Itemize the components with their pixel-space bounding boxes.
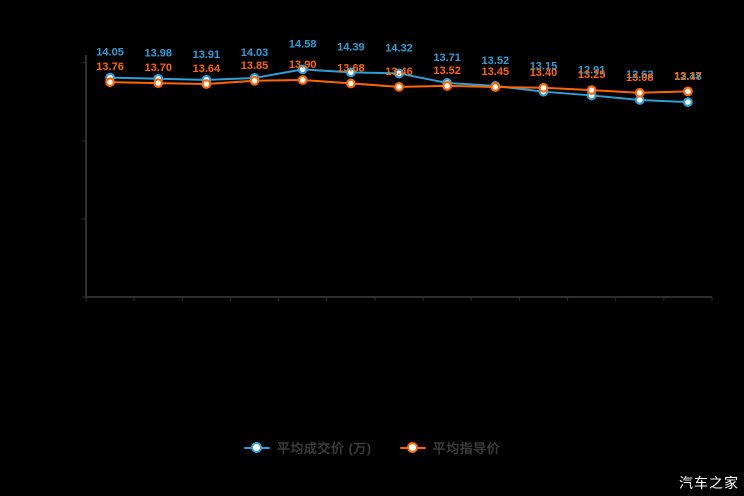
- legend-item-avg-deal-price[interactable]: 平均成交价 (万): [243, 438, 372, 457]
- chart-legend: 平均成交价 (万) 平均指导价: [0, 438, 744, 457]
- data-point-label: 13.91: [193, 49, 221, 61]
- data-point-marker[interactable]: [345, 67, 356, 78]
- data-point-label: 14.58: [289, 38, 317, 50]
- data-point-label: 13.46: [385, 66, 413, 78]
- data-point-marker[interactable]: [394, 81, 404, 92]
- price-trend-chart: 14.05 13.98 13.91 14.03 14.58 14.39 14.32 13.71…: [82, 38, 713, 301]
- autohome-watermark: 汽车之家: [679, 475, 739, 491]
- data-point-marker[interactable]: [297, 64, 308, 75]
- data-point-marker[interactable]: [586, 85, 597, 96]
- data-point-marker[interactable]: [105, 77, 115, 88]
- legend-ring-orange: [406, 441, 418, 453]
- data-point-label: 13.40: [530, 67, 558, 79]
- legend-label-avg-deal-price: 平均成交价 (万): [276, 441, 372, 456]
- data-point-marker[interactable]: [249, 75, 260, 86]
- data-point-label: 13.68: [337, 62, 365, 74]
- data-point-marker[interactable]: [201, 79, 212, 89]
- data-point-label: 13.70: [144, 62, 172, 74]
- data-point-label: 12.91: [578, 64, 606, 76]
- legend-label-avg-guide-price: 平均指导价: [432, 441, 501, 456]
- data-point-label: 14.32: [385, 42, 413, 54]
- line-series-marker-icon: [243, 441, 270, 454]
- data-point-label: 14.03: [241, 47, 269, 59]
- data-point-marker[interactable]: [683, 97, 693, 108]
- line-series-marker-icon: [399, 441, 426, 454]
- data-point-marker[interactable]: [394, 68, 404, 79]
- data-point-label: 13.15: [530, 61, 558, 73]
- data-point-label: 13.52: [433, 65, 461, 77]
- data-point-marker[interactable]: [490, 82, 501, 92]
- data-point-marker[interactable]: [297, 75, 308, 85]
- data-point-label: 13.85: [241, 60, 269, 72]
- data-point-marker[interactable]: [153, 78, 164, 89]
- data-point-marker[interactable]: [634, 87, 645, 98]
- data-point-label: 13.71: [433, 52, 461, 64]
- data-point-label: 12.48: [674, 71, 702, 83]
- data-point-marker[interactable]: [683, 86, 693, 97]
- data-point-label: 13.17: [674, 70, 702, 82]
- data-point-label: 13.08: [626, 72, 654, 84]
- data-point-label: 13.45: [482, 66, 510, 78]
- data-point-label: 14.39: [337, 41, 365, 53]
- data-point-label: 13.25: [578, 69, 606, 81]
- legend-ring-blue: [250, 441, 262, 453]
- data-point-label: 13.76: [96, 61, 124, 73]
- data-point-marker[interactable]: [442, 81, 453, 91]
- legend-item-avg-guide-price[interactable]: 平均指导价: [399, 438, 501, 457]
- data-point-marker[interactable]: [345, 78, 356, 89]
- data-point-label: 14.05: [96, 47, 124, 59]
- data-point-label: 13.52: [482, 55, 510, 67]
- data-point-label: 13.64: [193, 63, 221, 75]
- data-point-marker[interactable]: [538, 82, 549, 93]
- data-point-label: 13.98: [144, 48, 172, 60]
- data-point-label: 13.90: [289, 59, 317, 71]
- data-point-label: 12.62: [626, 69, 654, 81]
